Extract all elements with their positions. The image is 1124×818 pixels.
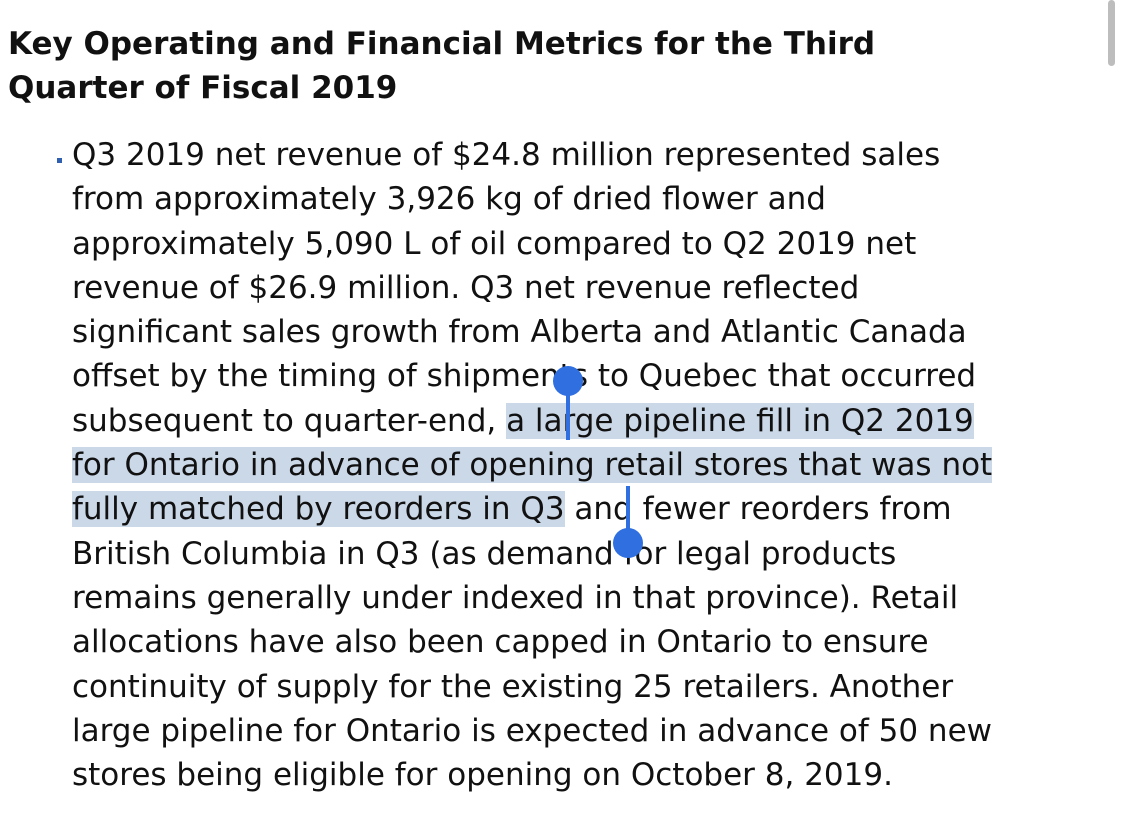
heading-line-2: Quarter of Fiscal 2019 (8, 70, 398, 106)
paragraph-line: allocations have also been capped in Ont… (72, 624, 929, 661)
selection-end-bar (626, 486, 630, 544)
bullet-paragraph[interactable]: Q3 2019 net revenue of $24.8 million rep… (72, 133, 993, 797)
selected-text[interactable]: fully matched by reorders in Q3 (72, 491, 565, 528)
paragraph-line: approximately 5,090 L of oil compared to… (72, 225, 917, 262)
paragraph-line: revenue of $26.9 million. Q3 net revenue… (72, 269, 860, 306)
paragraph-text: and fewer reorders from (564, 491, 952, 528)
paragraph-line: subsequent to quarter-end, a large pipel… (72, 399, 992, 443)
scrollbar-thumb[interactable] (1108, 0, 1115, 66)
paragraph-line: large pipeline for Ontario is expected i… (72, 712, 993, 749)
selection-start-bar (566, 380, 570, 440)
paragraph-line: continuity of supply for the existing 25… (72, 668, 954, 705)
paragraph-line: significant sales growth from Alberta an… (72, 314, 967, 351)
paragraph-line: stores being eligible for opening on Oct… (72, 757, 893, 794)
paragraph-line: for Ontario in advance of opening retail… (72, 443, 993, 487)
paragraph-text: subsequent to quarter-end, (72, 402, 507, 439)
paragraph-line: British Columbia in Q3 (as demand for le… (72, 535, 897, 572)
paragraph-line: fully matched by reorders in Q3 and fewe… (72, 487, 992, 531)
selected-text[interactable]: for Ontario in advance of opening retail… (72, 447, 993, 484)
paragraph-line: remains generally under indexed in that … (72, 579, 959, 616)
selected-text[interactable]: a large pipeline fill in Q2 2019 (506, 402, 974, 439)
paragraph-line: Q3 2019 net revenue of $24.8 million rep… (72, 137, 941, 173)
paragraph-line: offset by the timing of shipments to Que… (72, 358, 977, 395)
heading-line-1: Key Operating and Financial Metrics for … (8, 26, 876, 62)
paragraph-line: from approximately 3,926 kg of dried flo… (72, 181, 826, 218)
bullet-icon (57, 158, 62, 163)
section-heading: Key Operating and Financial Metrics for … (8, 22, 1048, 110)
selection-end-handle[interactable] (613, 528, 643, 558)
